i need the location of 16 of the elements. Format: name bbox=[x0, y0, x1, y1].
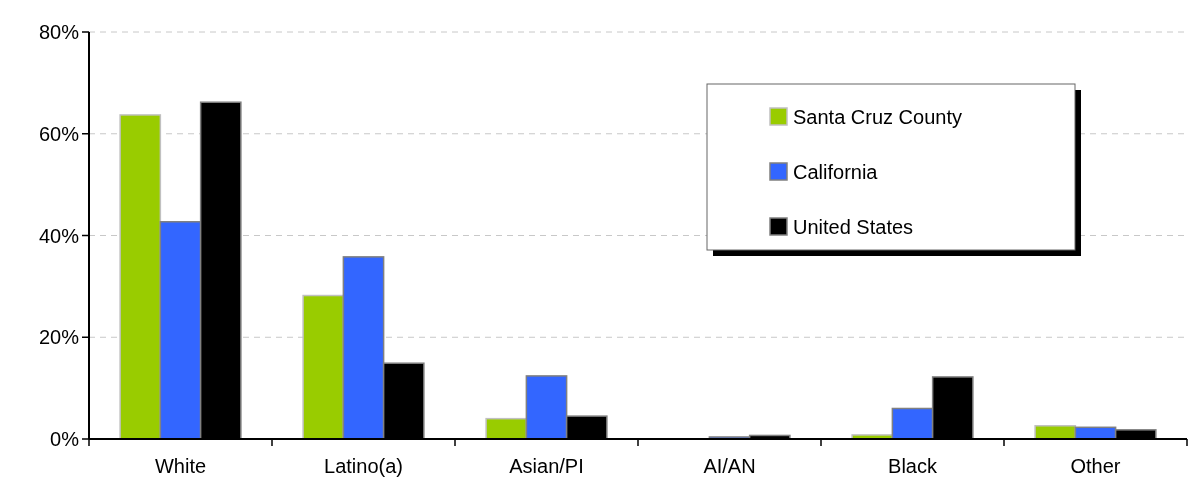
bar bbox=[119, 114, 162, 440]
x-tick-label: Asian/PI bbox=[509, 455, 584, 477]
y-tick-label: 40% bbox=[38, 224, 80, 247]
x-tick-label: Latino(a) bbox=[324, 455, 403, 477]
y-tick-label: 60% bbox=[38, 122, 80, 145]
x-tick-label: White bbox=[154, 455, 207, 477]
x-tick-label: AI/AN bbox=[703, 455, 756, 477]
legend-label: California bbox=[793, 161, 879, 183]
y-tick-label: 20% bbox=[38, 326, 80, 349]
y-tick-label: 0% bbox=[50, 428, 80, 450]
legend-label: United States bbox=[793, 216, 914, 238]
x-tick-label: Black bbox=[888, 455, 938, 477]
legend-label: Santa Cruz County bbox=[793, 106, 962, 128]
y-tick-label: 80% bbox=[38, 21, 80, 43]
x-tick-label: Other bbox=[1070, 455, 1121, 477]
bar bbox=[485, 417, 528, 440]
